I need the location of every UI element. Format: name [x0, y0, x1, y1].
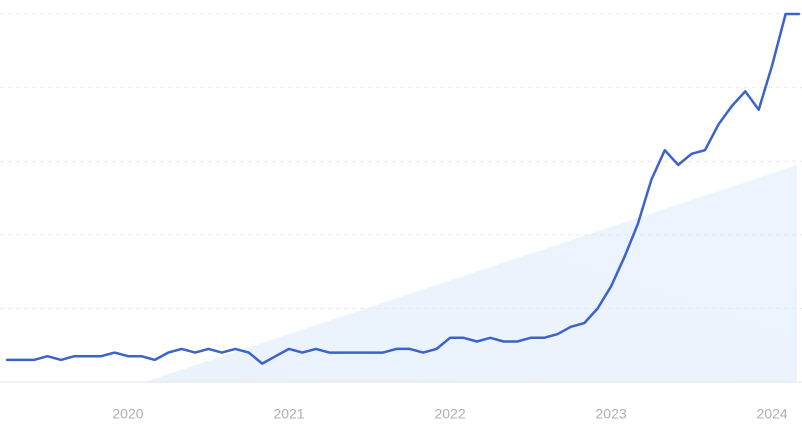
trend-area	[145, 165, 797, 382]
x-tick-label: 2020	[112, 406, 143, 422]
grid: 2020 2021 2022 2023 2024	[0, 13, 802, 422]
x-tick-label: 2021	[273, 406, 304, 422]
line-series	[5, 12, 801, 365]
x-tick-label: 2022	[434, 406, 465, 422]
x-tick-label: 2024	[757, 406, 788, 422]
x-tick-label: 2023	[596, 406, 627, 422]
plot	[5, 12, 801, 365]
